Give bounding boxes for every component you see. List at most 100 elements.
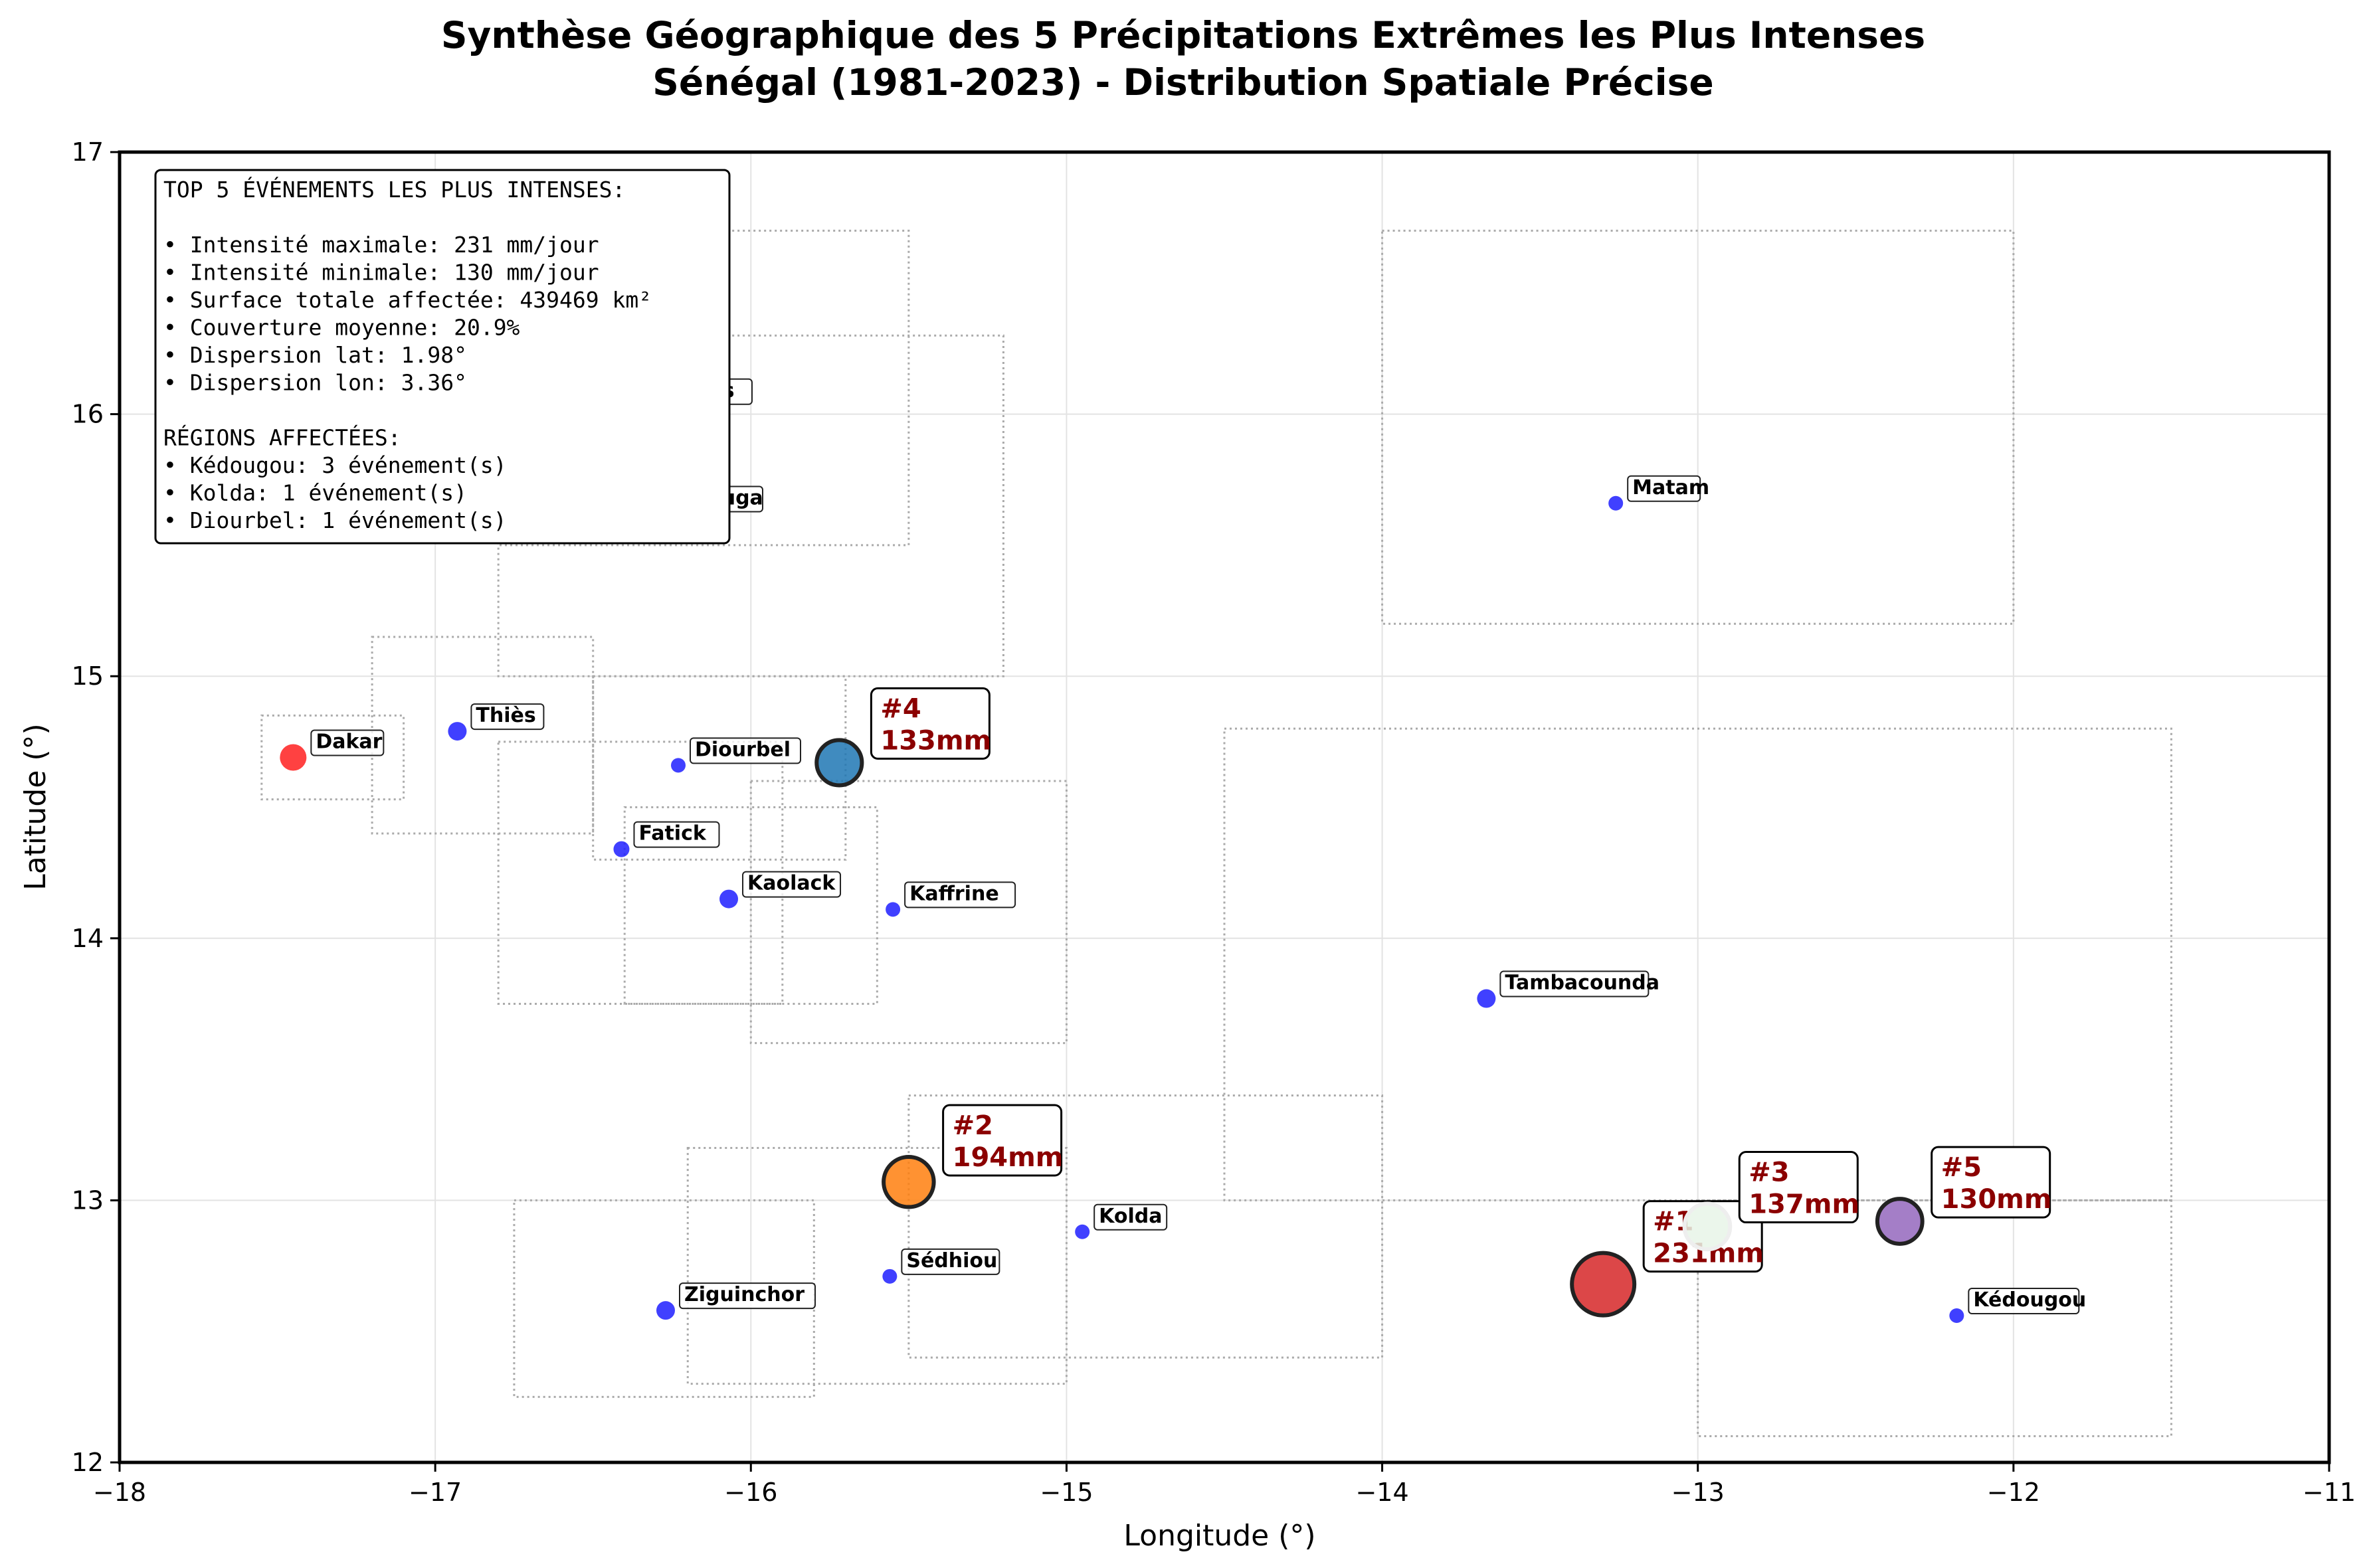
city-label-group-12: Ziguinchor [678, 1282, 816, 1310]
stats-regions-heading: RÉGIONS AFFECTÉES: [163, 424, 401, 451]
y-axis-label: Latitude (°) [19, 723, 52, 890]
city-label-group-5: Kaffrine [904, 881, 1016, 909]
city-marker-13 [1949, 1308, 1964, 1324]
event-marker-2 [1682, 1201, 1733, 1252]
stats-line-1: • Intensité minimale: 130 mm/jour [163, 260, 599, 286]
city-marker-12 [656, 1301, 675, 1320]
city-marker-1 [448, 722, 467, 741]
city-marker-9 [1477, 989, 1496, 1008]
city-label-group-1: Thiès [470, 703, 545, 731]
city-label-group-2: Diourbel [690, 737, 802, 764]
city-label-8: Matam [1632, 476, 1709, 499]
city-label-group-3: Fatick [633, 821, 720, 848]
city-label-box-4 [742, 871, 842, 898]
x-tick-label-3: −15 [1040, 1478, 1093, 1507]
region-box-1 [371, 636, 595, 835]
region-box-6 [623, 806, 878, 1005]
event-value-2: 137mm [1749, 1189, 1859, 1220]
stats-line-2: • Surface totale affectée: 439469 km² [163, 287, 652, 313]
stats-line-3: • Couverture moyenne: 20.9% [163, 315, 520, 341]
y-tick-label-0: 12 [72, 1448, 104, 1477]
city-marker-5 [886, 902, 901, 917]
city-label-box-0 [310, 729, 385, 756]
event-label-box-3 [870, 687, 991, 760]
x-tick-label-5: −13 [1671, 1478, 1725, 1507]
city-marker-4 [719, 889, 739, 909]
city-label-box-1 [470, 703, 545, 731]
city-label-group-0: Dakar [310, 729, 385, 756]
city-label-5: Kaffrine [909, 882, 999, 905]
city-label-1: Thiès [476, 704, 535, 727]
city-marker-8 [1608, 495, 1624, 511]
x-tick-label-6: −12 [1987, 1478, 2040, 1507]
stats-heading: TOP 5 ÉVÉNEMENTS LES PLUS INTENSES: [163, 176, 625, 203]
city-label-4: Kaolack [747, 872, 836, 895]
city-marker-0 [280, 744, 307, 771]
stats-box: TOP 5 ÉVÉNEMENTS LES PLUS INTENSES: • Int… [154, 169, 731, 545]
city-label-group-13: Kédougou [1968, 1288, 2086, 1315]
city-label-box-8 [1627, 475, 1701, 502]
event-label-box-1 [942, 1104, 1063, 1177]
event-rank-4: #5 [1941, 1152, 1982, 1183]
region-box-8 [1381, 229, 2015, 625]
y-tick-label-1: 13 [72, 1185, 104, 1215]
x-tick-label-1: −17 [409, 1478, 462, 1507]
city-label-group-4: Kaolack [742, 871, 842, 898]
city-label-12: Ziguinchor [684, 1283, 805, 1306]
stats-region-line-1: • Kolda: 1 événement(s) [163, 480, 467, 506]
chart-title-line-1: Synthèse Géographique des 5 Précipitatio… [441, 14, 1925, 56]
stats-box-frame [154, 169, 731, 545]
event-rank-2: #3 [1749, 1158, 1789, 1188]
x-tick-label-7: −11 [2303, 1478, 2356, 1507]
stats-line-4: • Dispersion lat: 1.98° [163, 342, 467, 368]
city-marker-11 [882, 1268, 898, 1284]
event-marker-1 [882, 1155, 936, 1209]
stats-line-5: • Dispersion lon: 3.36° [163, 370, 467, 396]
region-box-13 [1697, 1199, 2172, 1438]
event-label-box-4 [1931, 1146, 2051, 1219]
stats-region-line-2: • Diourbel: 1 événement(s) [163, 507, 507, 533]
city-label-2: Diourbel [695, 738, 791, 761]
city-label-group-11: Sédhiou [901, 1248, 1000, 1275]
city-marker-10 [1075, 1224, 1090, 1239]
city-label-box-12 [678, 1282, 816, 1310]
axes-frame [118, 150, 2331, 1464]
city-label-box-3 [633, 821, 720, 848]
city-label-box-13 [1968, 1288, 2080, 1315]
city-label-11: Sédhiou [906, 1249, 997, 1272]
stats-region-line-0: • Kédougou: 3 événement(s) [163, 452, 507, 478]
city-label-box-2 [690, 737, 802, 764]
x-tick-label-4: −14 [1355, 1478, 1408, 1507]
event-value-4: 130mm [1941, 1184, 2052, 1215]
y-tick-label-4: 16 [72, 400, 104, 429]
event-label-box-2 [1738, 1151, 1859, 1224]
event-value-1: 194mm [953, 1142, 1064, 1173]
city-marker-3 [613, 841, 630, 857]
city-label-group-8: Matam [1627, 475, 1709, 502]
event-marker-0 [1570, 1251, 1637, 1318]
region-box-12 [513, 1199, 815, 1398]
chart-title-line-2: Sénégal (1981-2023) - Distribution Spati… [652, 61, 1713, 104]
region-box-7 [749, 780, 1068, 1045]
event-value-3: 133mm [880, 725, 991, 756]
region-box-11 [686, 1146, 1068, 1385]
region-box-10 [907, 1094, 1384, 1359]
city-label-group-9: Tambacounda [1499, 970, 1659, 998]
y-tick-label-3: 15 [72, 661, 104, 691]
x-axis-label: Longitude (°) [1123, 1519, 1315, 1553]
city-label-box-9 [1499, 970, 1650, 998]
event-rank-1: #2 [953, 1110, 993, 1141]
city-label-9: Tambacounda [1505, 972, 1659, 995]
y-tick-label-2: 14 [72, 924, 104, 953]
x-tick-label-0: −18 [93, 1478, 146, 1507]
stats-line-0: • Intensité maximale: 231 mm/jour [163, 232, 599, 258]
city-label-box-11 [901, 1248, 1000, 1275]
y-tick-label-5: 17 [72, 137, 104, 167]
x-tick-label-2: −16 [724, 1478, 777, 1507]
city-label-group-10: Kolda [1093, 1203, 1168, 1231]
